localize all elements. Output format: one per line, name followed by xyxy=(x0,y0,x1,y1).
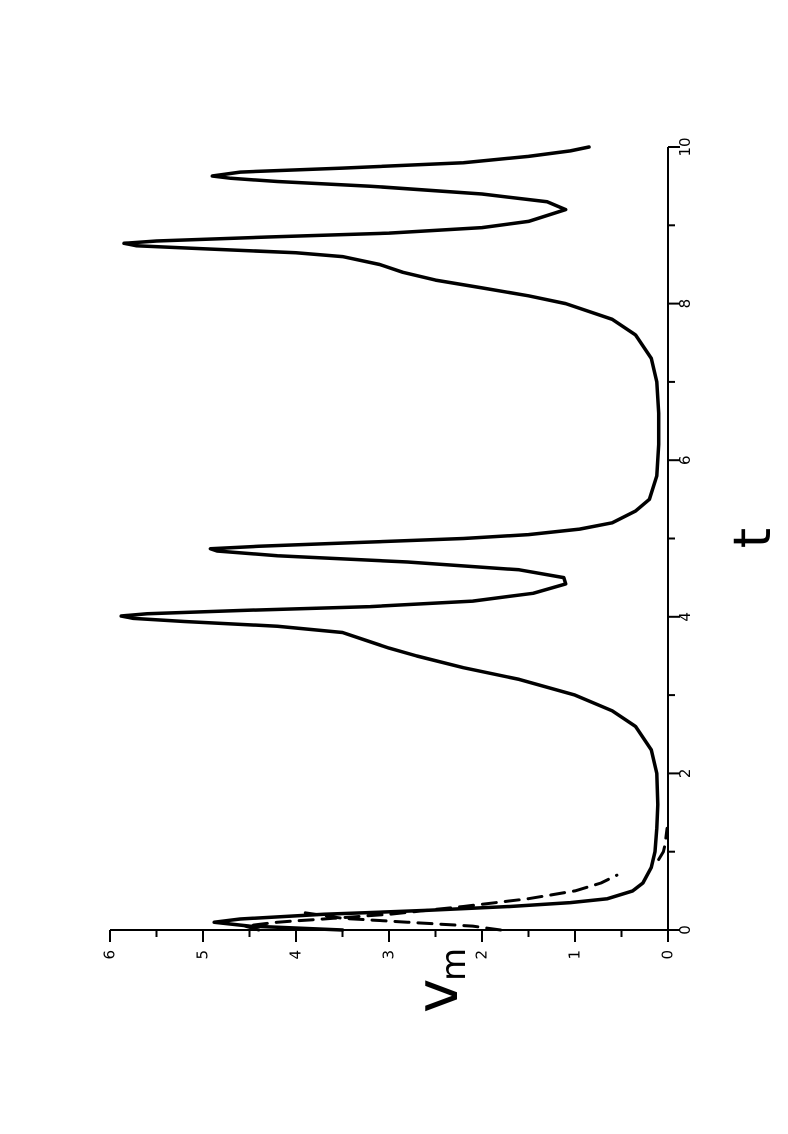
tick-labels: 0 2 4 6 8 10 0 1 2 3 4 5 6 xyxy=(101,137,695,959)
y-axis-title: v m xyxy=(403,948,474,1013)
t-tick-label: 2 xyxy=(676,769,694,779)
dashed-series-line-2 xyxy=(303,911,503,932)
y-axis-title-subscript: m xyxy=(434,948,474,981)
v-tick-label: 1 xyxy=(566,950,584,960)
t-tick-label: 10 xyxy=(676,137,694,156)
series-layer xyxy=(119,145,669,932)
v-tick-label: 3 xyxy=(380,950,398,960)
v-tick-label: 2 xyxy=(473,950,491,960)
t-tick-label: 8 xyxy=(676,299,694,309)
y-axis-title-main: v xyxy=(403,979,471,1013)
plot-area: 0 2 4 6 8 10 0 1 2 3 4 5 6 xyxy=(101,137,695,959)
solid-series-line-0 xyxy=(119,145,661,932)
t-tick-label: 0 xyxy=(676,925,694,935)
v-tick-label: 5 xyxy=(194,950,212,960)
t-tick-label: 4 xyxy=(676,612,694,622)
v-tick-label: 6 xyxy=(101,950,119,960)
dashed-series-line-3 xyxy=(657,826,669,861)
dashed-series-line-1 xyxy=(243,873,619,932)
v-tick-label: 4 xyxy=(287,950,305,960)
ticks xyxy=(109,146,680,942)
v-tick-label: 0 xyxy=(659,950,677,960)
x-axis-title: t xyxy=(723,528,783,548)
t-tick-label: 6 xyxy=(676,455,694,465)
